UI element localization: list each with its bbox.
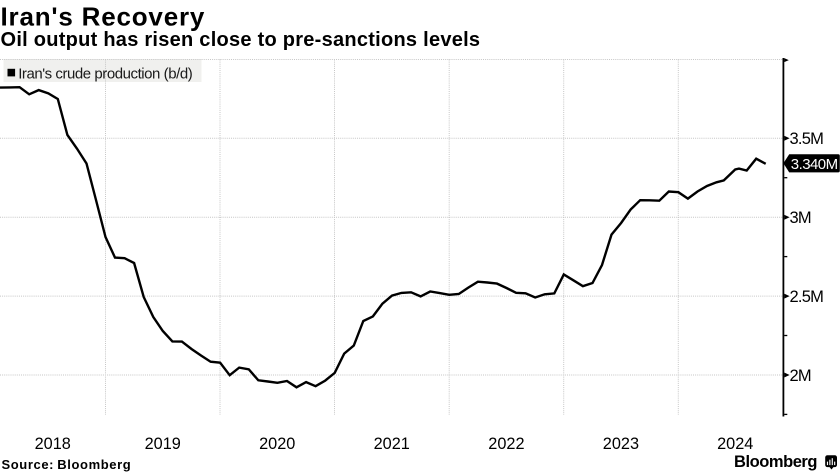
svg-text:Bloomberg: Bloomberg — [734, 453, 817, 471]
svg-text:3M: 3M — [790, 209, 811, 227]
svg-text:2019: 2019 — [145, 435, 181, 453]
svg-text:2022: 2022 — [488, 435, 524, 453]
svg-text:2020: 2020 — [259, 435, 295, 453]
svg-text:Iran's Recovery: Iran's Recovery — [1, 2, 206, 32]
svg-text:2021: 2021 — [374, 435, 410, 453]
svg-text:2023: 2023 — [603, 435, 639, 453]
svg-text:2018: 2018 — [35, 435, 71, 453]
svg-text:2024: 2024 — [717, 435, 753, 453]
svg-text:3.340M: 3.340M — [791, 156, 838, 173]
svg-text:2.5M: 2.5M — [790, 288, 824, 306]
svg-text:Oil output has risen close to: Oil output has risen close to pre-sancti… — [1, 29, 481, 51]
svg-text:Iran's crude production (b/d): Iran's crude production (b/d) — [18, 66, 193, 83]
svg-text:3.5M: 3.5M — [790, 130, 824, 148]
svg-text:2M: 2M — [790, 367, 811, 385]
svg-text:Source:Bloomberg: Source: Bloomberg — [2, 457, 132, 472]
